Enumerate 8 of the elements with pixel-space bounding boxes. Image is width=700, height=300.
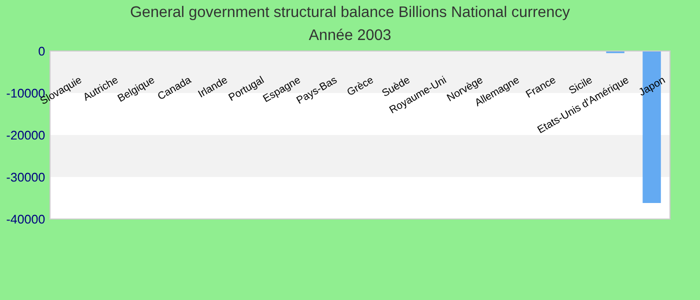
y-tick-label: -40000 [6,214,45,224]
y-tick-label: 0 [38,46,45,56]
chart-title: General government structural balance Billions National currency [130,6,570,20]
y-tick-label: -30000 [6,172,45,182]
x-tick-label: Japon [638,76,666,98]
chart-subtitle: Année 2003 [308,28,391,40]
x-tick-label: Grèce [346,75,374,96]
y-tick-label: -20000 [6,130,45,140]
